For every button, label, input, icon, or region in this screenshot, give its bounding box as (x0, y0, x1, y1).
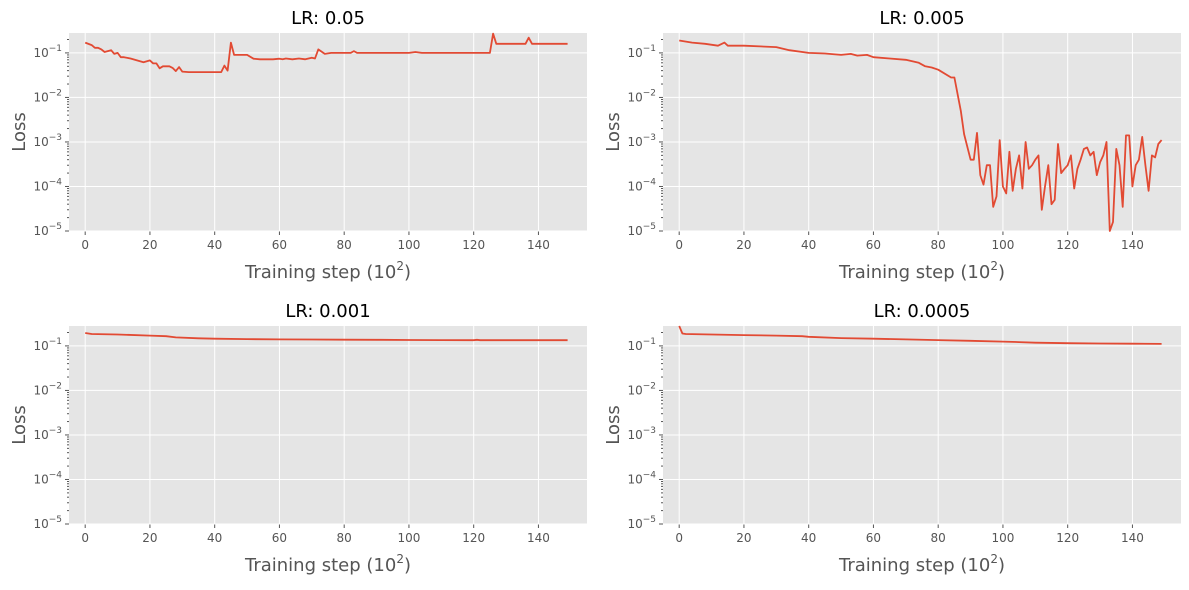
y-tick-label: 10−4 (33, 177, 62, 193)
x-axis-label: Training step (102) (244, 259, 411, 283)
y-tick-label: 10−1 (33, 44, 62, 60)
x-axis-label: Training step (102) (838, 552, 1005, 576)
x-tick-label: 80 (337, 531, 352, 545)
x-tick-label: 80 (337, 238, 352, 252)
y-tick-label: 10−1 (627, 337, 656, 353)
x-tick-label: 20 (142, 531, 157, 545)
chart-title: LR: 0.05 (291, 8, 365, 29)
x-tick-label: 100 (397, 531, 420, 545)
x-tick-label: 20 (736, 238, 751, 252)
x-tick-label: 20 (142, 238, 157, 252)
x-tick-label: 0 (675, 531, 683, 545)
series-line-1 (678, 325, 1162, 345)
x-axis-label: Training step (102) (838, 259, 1005, 283)
y-tick-label: 10−5 (627, 515, 656, 531)
plot-area (69, 33, 587, 231)
y-tick-label: 10−2 (627, 381, 656, 397)
y-tick-label: 10−1 (627, 44, 656, 60)
x-tick-label: 40 (207, 531, 222, 545)
x-tick-label: 100 (397, 238, 420, 252)
y-tick-label: 10−2 (627, 88, 656, 104)
chart-title: LR: 0.005 (879, 8, 964, 29)
y-axis-label: Loss (9, 112, 30, 151)
x-tick-label: 120 (1056, 238, 1079, 252)
y-axis-label: Loss (603, 405, 624, 444)
x-tick-label: 60 (866, 531, 881, 545)
x-tick-label: 40 (801, 531, 816, 545)
x-tick-label: 140 (1121, 238, 1144, 252)
y-tick-label: 10−5 (33, 222, 62, 238)
x-tick-label: 100 (991, 531, 1014, 545)
series-line-1 (679, 39, 1163, 232)
y-axis-label: Loss (603, 112, 624, 151)
x-tick-label: 80 (931, 531, 946, 545)
x-tick-label: 120 (1056, 531, 1079, 545)
y-tick-label: 10−2 (33, 381, 62, 397)
x-axis-label: Training step (102) (244, 552, 411, 576)
subplot-4: 0 20 40 60 80 100 120 140 10−1 10−2 10−3 10−4 10−5 LR… (603, 301, 1181, 576)
subplot-3: 0 20 40 60 80 100 120 140 10−1 10−2 10−3 10−4 10−5 LR… (9, 301, 587, 576)
x-tick-label: 0 (81, 238, 89, 252)
y-tick-label: 10−2 (33, 88, 62, 104)
x-tick-label: 140 (1121, 531, 1144, 545)
x-tick-label: 60 (272, 238, 287, 252)
y-tick-label: 10−5 (33, 515, 62, 531)
plot-area (69, 326, 587, 524)
y-tick-label: 10−3 (33, 133, 62, 149)
x-tick-label: 80 (931, 238, 946, 252)
x-tick-label: 20 (736, 531, 751, 545)
y-tick-label: 10−1 (33, 337, 62, 353)
y-axis-label: Loss (9, 405, 30, 444)
subplot-2: 0 20 40 60 80 100 120 140 10−1 10−2 10−3 10−4 10−5 LR… (603, 8, 1181, 283)
x-tick-label: 60 (272, 531, 287, 545)
x-tick-label: 60 (866, 238, 881, 252)
subplot-1: 0 20 40 60 80 100 120 140 10−1 10−2 10−3 10−4 10−5 LR… (9, 8, 587, 283)
y-tick-label: 10−3 (627, 133, 656, 149)
series-line-1 (84, 32, 568, 73)
y-tick-label: 10−4 (33, 470, 62, 486)
x-tick-label: 140 (527, 238, 550, 252)
series-line-1 (85, 332, 568, 342)
y-tick-label: 10−3 (627, 426, 656, 442)
x-tick-label: 100 (991, 238, 1014, 252)
chart-title: LR: 0.001 (285, 301, 370, 322)
x-tick-label: 0 (81, 531, 89, 545)
y-tick-label: 10−3 (33, 426, 62, 442)
y-tick-label: 10−4 (627, 470, 656, 486)
x-tick-label: 120 (462, 238, 485, 252)
chart-title: LR: 0.0005 (874, 301, 971, 322)
x-tick-label: 0 (675, 238, 683, 252)
x-tick-label: 120 (462, 531, 485, 545)
plot-area (663, 326, 1181, 524)
plot-area (663, 33, 1181, 231)
x-tick-label: 140 (527, 531, 550, 545)
x-tick-label: 40 (207, 238, 222, 252)
y-tick-label: 10−5 (627, 222, 656, 238)
x-tick-label: 40 (801, 238, 816, 252)
y-tick-label: 10−4 (627, 177, 656, 193)
